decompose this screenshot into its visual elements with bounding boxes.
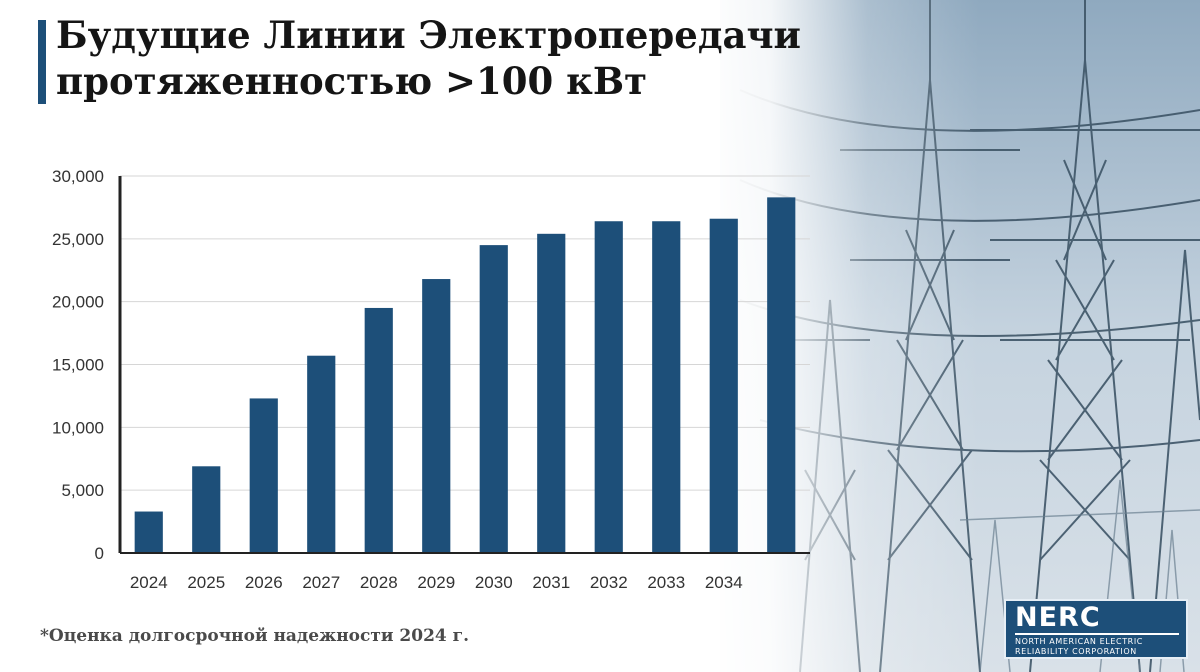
bar	[479, 245, 508, 553]
chart-gridlines	[120, 175, 810, 491]
x-tick-label: 2028	[360, 573, 398, 592]
y-tick-label: 30,000	[52, 167, 104, 186]
bar	[192, 466, 221, 553]
y-tick-label: 20,000	[52, 293, 104, 312]
bar	[364, 307, 393, 553]
bar	[307, 355, 336, 553]
x-tick-label: 2030	[475, 573, 513, 592]
bar	[709, 218, 738, 553]
x-tick-label: 2031	[532, 573, 570, 592]
y-tick-label: 15,000	[52, 356, 104, 375]
footnote: *Оценка долгосрочной надежности 2024 г.	[40, 626, 470, 646]
logo-divider	[1015, 633, 1179, 635]
nerc-logo: NERC NORTH AMERICAN ELECTRIC RELIABILITY…	[1004, 599, 1188, 659]
title-accent-bar	[38, 20, 46, 104]
logo-subtitle: NORTH AMERICAN ELECTRIC RELIABILITY CORP…	[1015, 637, 1143, 656]
bar	[422, 279, 451, 553]
slide-title: Будущие Линии Электропередачи протяженно…	[56, 12, 801, 104]
y-tick-label: 0	[95, 544, 104, 563]
bar	[594, 221, 623, 554]
x-tick-label: 2034	[705, 573, 743, 592]
y-tick-label: 5,000	[61, 481, 104, 500]
y-tick-label: 25,000	[52, 230, 104, 249]
bar	[767, 197, 796, 553]
x-tick-label: 2027	[302, 573, 340, 592]
slide-title-line-1: Будущие Линии Электропередачи	[56, 13, 802, 57]
slide-title-line-2: протяженностью >100 кВт	[56, 59, 648, 103]
x-tick-label: 2025	[187, 573, 225, 592]
x-tick-label: 2033	[647, 573, 685, 592]
x-tick-label: 2026	[245, 573, 283, 592]
y-tick-label: 10,000	[52, 418, 104, 437]
x-axis-tick-labels: 2024 2025 2026 2027 2028 2029 2030 2031 2032 2033…	[130, 573, 743, 592]
bar	[537, 233, 566, 553]
y-axis-tick-labels: 0 5,000 10,000 15,000 20,000 25,000 30,000	[52, 167, 104, 563]
bar	[652, 221, 681, 554]
chart-bars	[134, 197, 796, 554]
x-tick-label: 2029	[417, 573, 455, 592]
bar	[249, 398, 278, 553]
x-tick-label: 2032	[590, 573, 628, 592]
x-tick-label: 2024	[130, 573, 168, 592]
logo-name: NERC	[1015, 602, 1101, 633]
bar	[134, 511, 163, 553]
